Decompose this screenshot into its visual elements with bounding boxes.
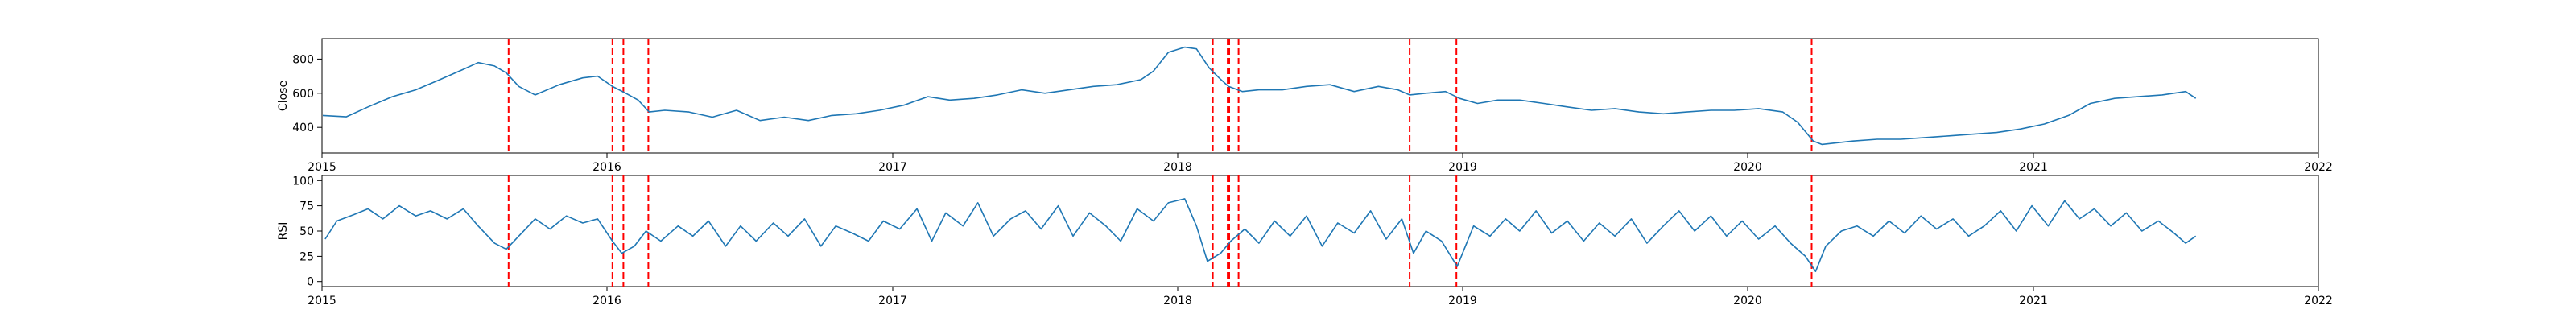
rsi-x-tick-label-0: 2015 — [308, 295, 336, 308]
close-x-tick-label-5: 2020 — [1733, 161, 1762, 174]
close-x-tick-label-0: 2015 — [308, 161, 336, 174]
rsi-y-tick-label-4: 100 — [292, 175, 314, 188]
close-series-line — [322, 46, 2197, 146]
rsi-events — [507, 175, 1813, 287]
close-x-tick-label-6: 2021 — [2019, 161, 2048, 174]
rsi-y-tick-label-1: 25 — [299, 250, 314, 263]
close-y-ticks: 400 600 800 — [292, 53, 322, 134]
rsi-x-tick-label-2: 2017 — [878, 295, 907, 308]
close-axes-frame — [321, 38, 2319, 154]
close-x-tick-label-4: 2019 — [1448, 161, 1477, 174]
rsi-y-tick-label-0: 0 — [307, 276, 314, 289]
rsi-axes-frame — [321, 175, 2319, 287]
rsi-x-tick-label-5: 2020 — [1733, 295, 1762, 308]
close-x-tick-label-2: 2017 — [878, 161, 907, 174]
close-y-tick-label-0: 400 — [292, 122, 314, 134]
close-x-tick-label-1: 2016 — [592, 161, 621, 174]
rsi-series-line — [324, 198, 2197, 272]
rsi-x-tick-label-4: 2019 — [1448, 295, 1477, 308]
close-events — [507, 39, 1813, 153]
close-x-tick-label-3: 2018 — [1163, 161, 1192, 174]
rsi-y-tick-label-3: 75 — [299, 200, 314, 213]
rsi-x-tick-label-6: 2021 — [2019, 295, 2048, 308]
rsi-y-ticks: 0 25 50 75 100 — [292, 175, 322, 289]
close-y-axis-label: Close — [277, 80, 290, 111]
close-y-tick-label-1: 600 — [292, 88, 314, 101]
rsi-y-axis-label: RSI — [277, 222, 290, 241]
close-y-tick-label-2: 800 — [292, 53, 314, 66]
close-x-tick-label-7: 2022 — [2304, 161, 2333, 174]
close-x-ticks: 2015 2016 2017 2018 2019 2020 2021 2022 — [308, 153, 2333, 174]
rsi-x-ticks: 2015 2016 2017 2018 2019 2020 2021 2022 — [308, 287, 2333, 308]
rsi-x-tick-label-1: 2016 — [592, 295, 621, 308]
rsi-x-tick-label-3: 2018 — [1163, 295, 1192, 308]
rsi-y-tick-label-2: 50 — [299, 225, 314, 238]
rsi-x-tick-label-7: 2022 — [2304, 295, 2333, 308]
